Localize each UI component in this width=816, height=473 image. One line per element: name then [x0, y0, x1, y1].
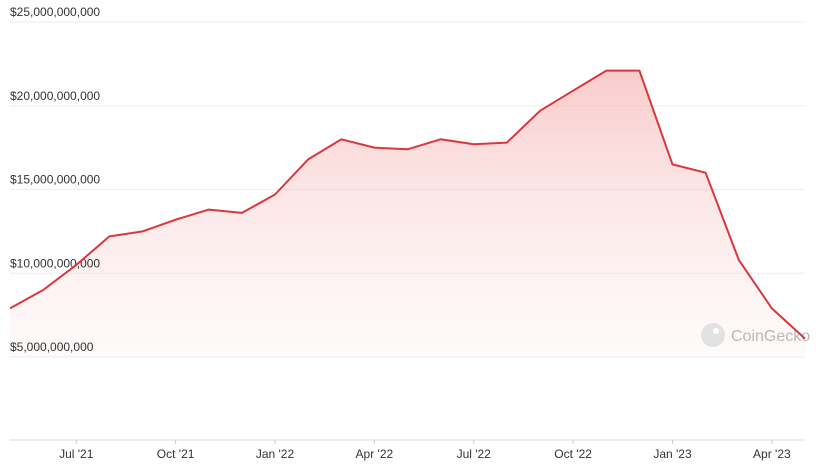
x-tick-label: Oct '21	[157, 447, 195, 461]
x-tick-label: Oct '22	[554, 447, 592, 461]
x-tick-label: Jan '23	[653, 447, 692, 461]
y-tick-label: $5,000,000,000	[10, 340, 94, 354]
x-tick-label: Jan '22	[256, 447, 295, 461]
x-tick-label: Jul '21	[59, 447, 94, 461]
y-tick-label: $15,000,000,000	[10, 173, 100, 187]
y-tick-label: $25,000,000,000	[10, 5, 100, 19]
line	[9, 69, 806, 340]
x-tick-label: Apr '23	[753, 447, 791, 461]
area-fill	[10, 70, 805, 357]
x-tick-label: Apr '22	[356, 447, 394, 461]
watermark-logo	[701, 323, 725, 347]
watermark: CoinGecko	[731, 328, 810, 345]
y-tick-label: $20,000,000,000	[10, 89, 100, 103]
y-tick-label: $10,000,000,000	[10, 256, 100, 270]
x-tick-label: Jul '22	[457, 447, 492, 461]
